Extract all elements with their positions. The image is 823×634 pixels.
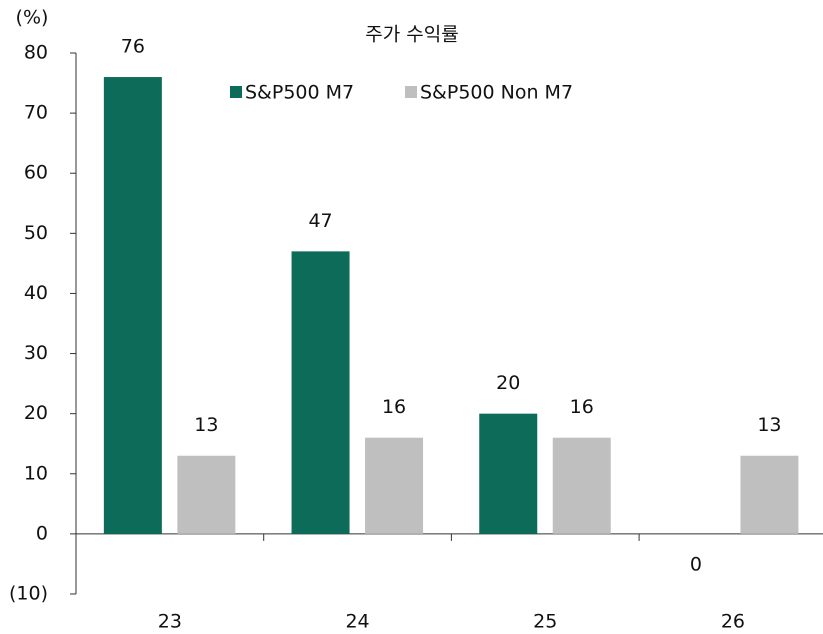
legend-swatch [230, 86, 242, 98]
value-label: 47 [308, 210, 332, 232]
value-label: 13 [194, 414, 218, 436]
y-tick-label: 80 [24, 42, 48, 64]
value-label: 76 [121, 36, 145, 58]
bar [740, 455, 799, 534]
bar [365, 437, 424, 534]
legend-swatch [405, 86, 417, 98]
y-tick-label: (10) [9, 583, 48, 605]
x-tick-label: 24 [345, 611, 369, 633]
legend-label: S&P500 M7 [245, 82, 354, 104]
bar [291, 251, 350, 534]
x-tick-label: 23 [158, 611, 182, 633]
y-tick-label: 40 [24, 282, 48, 304]
x-tick-label: 26 [721, 611, 745, 633]
y-tick-label: 50 [24, 222, 48, 244]
x-tick-label: 25 [533, 611, 557, 633]
bar [479, 413, 538, 534]
bar [103, 77, 162, 534]
value-label: 16 [570, 396, 594, 418]
bar [552, 437, 611, 534]
y-tick-label: 30 [24, 342, 48, 364]
y-tick-label: 10 [24, 462, 48, 484]
bar [177, 455, 236, 534]
value-label: 0 [690, 553, 702, 575]
y-tick-label: 0 [36, 522, 48, 544]
y-tick-label: 70 [24, 102, 48, 124]
chart-title: 주가 수익률 [365, 24, 458, 46]
y-unit: (%) [16, 7, 49, 29]
y-tick-label: 60 [24, 162, 48, 184]
value-label: 13 [757, 414, 781, 436]
value-label: 20 [496, 372, 520, 394]
legend-label: S&P500 Non M7 [420, 82, 573, 104]
y-tick-label: 20 [24, 402, 48, 424]
value-label: 16 [382, 396, 406, 418]
